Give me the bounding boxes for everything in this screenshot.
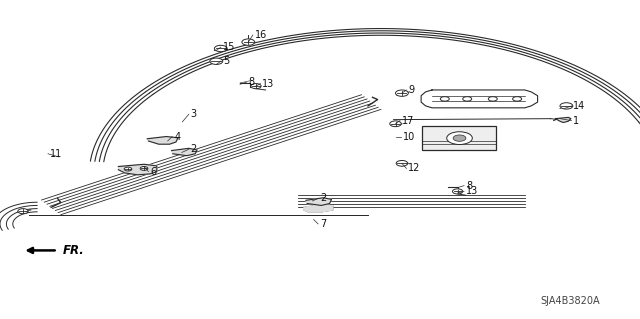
Polygon shape bbox=[306, 198, 332, 205]
Polygon shape bbox=[556, 117, 571, 122]
Polygon shape bbox=[304, 205, 333, 212]
Text: 2: 2 bbox=[320, 193, 326, 204]
Text: 14: 14 bbox=[573, 101, 586, 111]
Text: 12: 12 bbox=[408, 163, 420, 174]
Text: 10: 10 bbox=[403, 131, 415, 142]
Text: 3: 3 bbox=[191, 109, 197, 119]
Text: 11: 11 bbox=[50, 149, 62, 159]
Circle shape bbox=[124, 167, 132, 171]
Text: 8: 8 bbox=[466, 181, 472, 191]
Circle shape bbox=[452, 189, 463, 194]
Text: 15: 15 bbox=[223, 42, 235, 52]
Circle shape bbox=[560, 103, 573, 109]
Circle shape bbox=[396, 90, 408, 96]
Text: 8: 8 bbox=[248, 77, 255, 87]
Polygon shape bbox=[147, 137, 178, 144]
Circle shape bbox=[453, 135, 466, 141]
Polygon shape bbox=[172, 148, 197, 156]
FancyBboxPatch shape bbox=[422, 126, 496, 150]
Text: FR.: FR. bbox=[63, 244, 84, 257]
Text: 7: 7 bbox=[320, 219, 326, 229]
Text: 13: 13 bbox=[262, 78, 275, 89]
Circle shape bbox=[251, 84, 261, 89]
Polygon shape bbox=[118, 164, 157, 175]
Circle shape bbox=[390, 121, 401, 127]
Circle shape bbox=[140, 167, 148, 170]
Text: 5: 5 bbox=[223, 56, 229, 66]
Circle shape bbox=[396, 160, 408, 166]
Circle shape bbox=[18, 209, 28, 214]
Text: 17: 17 bbox=[402, 115, 414, 126]
Text: 6: 6 bbox=[150, 167, 157, 177]
Text: 2: 2 bbox=[191, 144, 197, 154]
Text: 16: 16 bbox=[255, 30, 267, 40]
Circle shape bbox=[214, 45, 227, 52]
Circle shape bbox=[242, 39, 255, 45]
Circle shape bbox=[447, 132, 472, 145]
Circle shape bbox=[488, 97, 497, 101]
Circle shape bbox=[440, 97, 449, 101]
Circle shape bbox=[210, 58, 223, 64]
Circle shape bbox=[463, 97, 472, 101]
Circle shape bbox=[513, 97, 522, 101]
Text: 13: 13 bbox=[466, 186, 478, 197]
Text: 1: 1 bbox=[573, 115, 580, 126]
Text: SJA4B3820A: SJA4B3820A bbox=[541, 296, 600, 307]
Text: 9: 9 bbox=[408, 85, 415, 95]
Text: 4: 4 bbox=[174, 131, 180, 142]
